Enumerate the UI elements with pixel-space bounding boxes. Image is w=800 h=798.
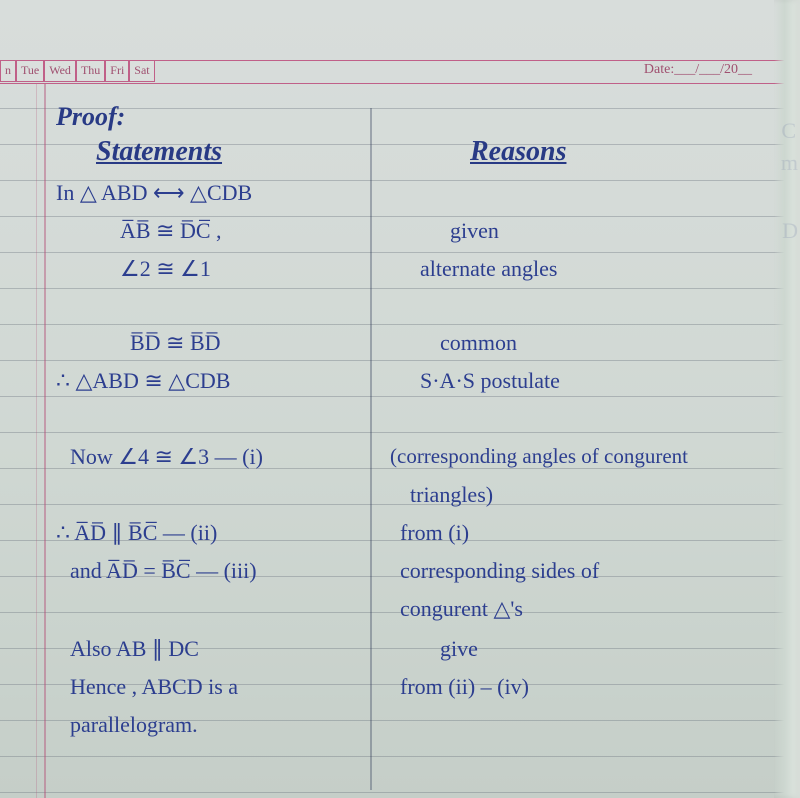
ruled-line <box>0 288 800 289</box>
reason-row: triangles) <box>410 482 493 508</box>
stmt-row: and A̅D̅ = B̅C̅ — (iii) <box>70 558 257 584</box>
center-divider <box>370 108 372 790</box>
day-cell: Tue <box>16 60 44 82</box>
ruled-line <box>0 792 800 793</box>
ruled-line <box>0 432 800 433</box>
ruled-line <box>0 360 800 361</box>
stmt-row: ∴ △ABD ≅ △CDB <box>56 368 230 394</box>
days-tabs: n Tue Wed Thu Fri Sat <box>0 60 155 82</box>
proof-title: Proof: <box>56 102 125 132</box>
reason-row: alternate angles <box>420 256 557 282</box>
ruled-line <box>0 756 800 757</box>
reason-row: corresponding sides of <box>400 558 599 584</box>
stmt-row: Now ∠4 ≅ ∠3 — (i) <box>70 444 263 470</box>
reason-row: S·A·S postulate <box>420 368 560 394</box>
stmt-row: ∴ A̅D̅ ∥ B̅C̅ — (ii) <box>56 520 217 546</box>
date-label: Date:___/___/20__ <box>644 62 752 78</box>
day-cell: Sat <box>129 60 154 82</box>
day-cell: Thu <box>76 60 105 82</box>
ruled-line <box>0 504 800 505</box>
day-cell: n <box>0 60 16 82</box>
ruled-line <box>0 396 800 397</box>
reason-row: congurent △'s <box>400 596 523 622</box>
ruled-line <box>0 252 800 253</box>
stmt-row: In △ ABD ⟷ △CDB <box>56 180 252 206</box>
stmt-row: Hence , ABCD is a <box>70 674 238 700</box>
reason-row: given <box>450 218 499 244</box>
stmt-row: parallelogram. <box>70 712 198 738</box>
reason-row: common <box>440 330 517 356</box>
stmt-row: Also AB ∥ DC <box>70 636 199 662</box>
bleed-mark: C <box>781 118 796 144</box>
reason-row: give <box>440 636 478 662</box>
bleed-mark: D <box>782 218 798 244</box>
day-cell: Fri <box>105 60 129 82</box>
margin-line <box>44 84 46 798</box>
day-cell: Wed <box>44 60 76 82</box>
margin-line-inner <box>36 84 37 798</box>
reason-row: from (ii) – (iv) <box>400 674 529 700</box>
statements-header: Statements <box>96 136 222 168</box>
stmt-row: A̅B̅ ≅ D̅C̅ , <box>120 218 222 244</box>
stmt-row: ∠2 ≅ ∠1 <box>120 256 211 282</box>
bleed-mark: m <box>781 150 798 176</box>
reason-row: from (i) <box>400 520 469 546</box>
stmt-row: B̅D̅ ≅ B̅D̅ <box>130 330 221 356</box>
reason-row: (corresponding angles of congurent <box>390 444 688 469</box>
ruled-line <box>0 324 800 325</box>
ruled-line <box>0 216 800 217</box>
reasons-header: Reasons <box>470 136 566 168</box>
